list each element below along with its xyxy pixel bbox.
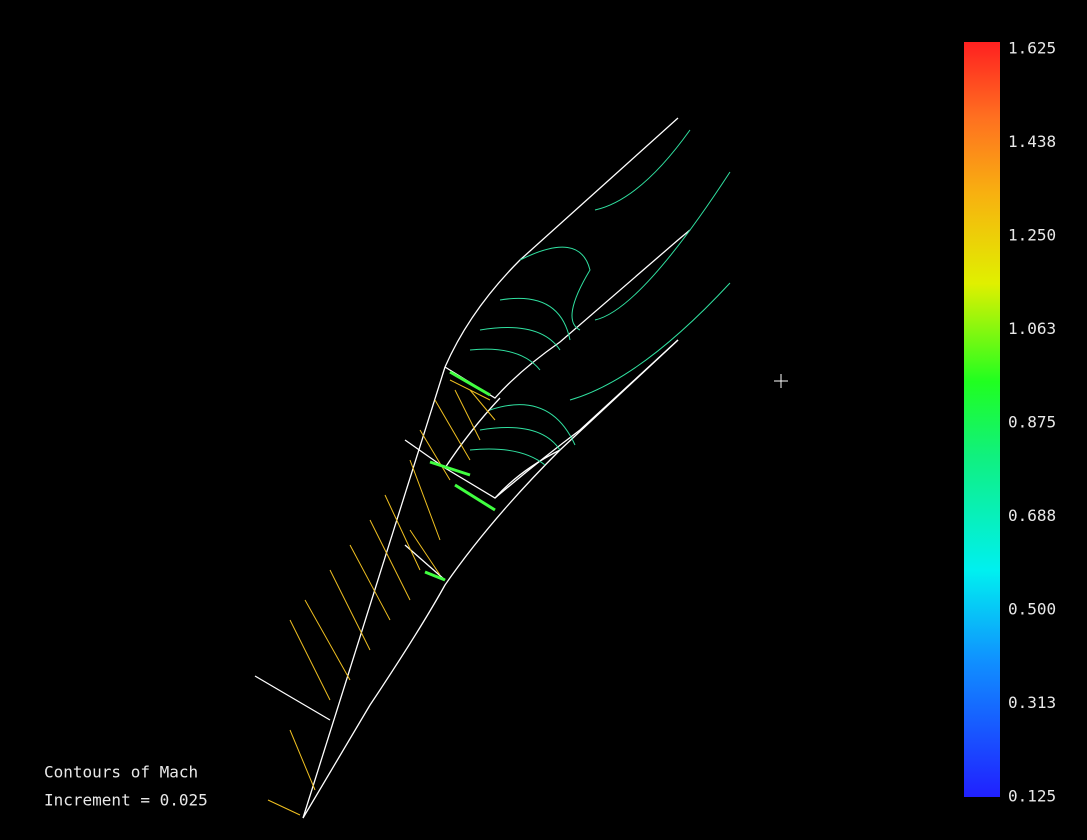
colorbar-label: 1.625 [1008,39,1056,58]
colorbar-label: 1.250 [1008,226,1056,245]
colorbar-label: 1.063 [1008,319,1056,338]
colorbar-label: 0.313 [1008,693,1056,712]
caption-increment: Increment = 0.025 [44,791,208,810]
colorbar-label: 0.125 [1008,787,1056,806]
blade-geometry [254,117,691,819]
crosshair [774,374,788,388]
colorbar-label: 0.875 [1008,413,1056,432]
caption-title: Contours of Mach [44,763,198,782]
colorbar-label: 0.688 [1008,506,1056,525]
contour-lines [267,129,731,816]
colorbar [964,42,1000,797]
colorbar-label: 1.438 [1008,132,1056,151]
colorbar-label: 0.500 [1008,600,1056,619]
